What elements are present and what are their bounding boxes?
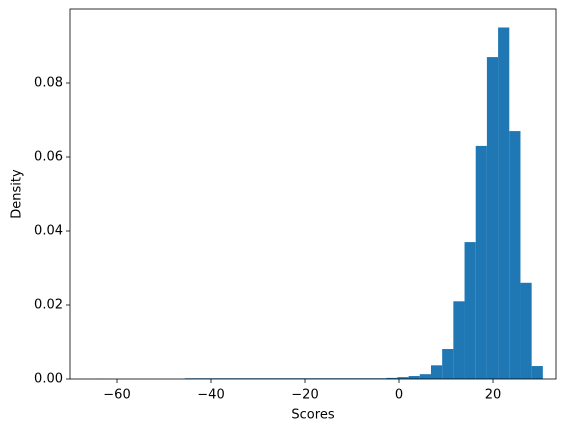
bar bbox=[498, 27, 510, 379]
bar bbox=[430, 365, 443, 379]
y-axis-label: Density bbox=[10, 169, 25, 219]
bar bbox=[520, 282, 532, 379]
bar bbox=[453, 301, 465, 379]
plot-frame bbox=[69, 8, 557, 380]
x-tick-label: 0 bbox=[395, 388, 403, 403]
bar bbox=[408, 376, 420, 379]
y-tick-label: 0.04 bbox=[34, 224, 63, 239]
bar bbox=[386, 377, 398, 379]
x-tick-label: −60 bbox=[103, 388, 130, 403]
bar bbox=[486, 57, 499, 379]
bar bbox=[475, 145, 487, 379]
y-tick-label: 0.02 bbox=[34, 298, 63, 313]
bar bbox=[509, 131, 521, 379]
y-tick-label: 0.06 bbox=[34, 150, 63, 165]
x-tick-label: −20 bbox=[291, 388, 318, 403]
x-tick-label: −40 bbox=[197, 388, 224, 403]
bar bbox=[442, 349, 454, 379]
y-tick-label: 0.00 bbox=[34, 372, 63, 387]
bar bbox=[397, 377, 409, 379]
x-axis-label: Scores bbox=[291, 408, 334, 423]
x-tick-label: 20 bbox=[485, 388, 502, 403]
bar bbox=[419, 374, 431, 379]
bar bbox=[464, 242, 476, 379]
y-tick-label: 0.08 bbox=[34, 76, 63, 91]
bar bbox=[531, 366, 543, 379]
